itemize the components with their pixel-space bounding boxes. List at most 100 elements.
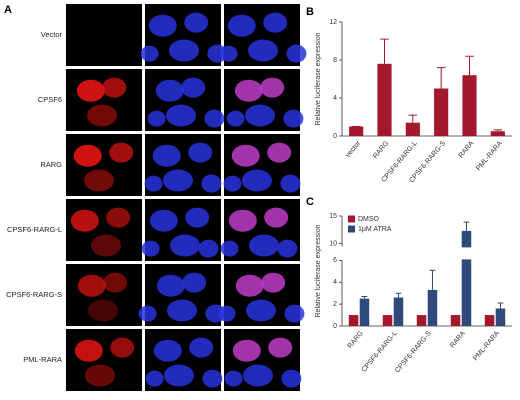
row-label: Vector [41,30,63,39]
nucleus [149,209,178,232]
nucleus [185,207,210,228]
y-tick-label: 4 [333,95,337,102]
nucleus [170,234,200,257]
y-tick-label: 6 [333,257,337,264]
nucleus [268,337,293,358]
nucleus [277,239,298,258]
nucleus [286,44,307,63]
nucleus [85,364,115,387]
nucleus [264,207,289,228]
bar [461,230,472,326]
nucleus [147,110,166,127]
y-tick-label: 12 [329,19,337,26]
nucleus [227,14,256,37]
nucleus [110,337,135,358]
nucleus [84,169,114,192]
nucleus [169,39,199,62]
nucleus [145,370,164,387]
nucleus [182,272,207,293]
y-tick-label: 4 [333,279,337,286]
bar [434,88,449,136]
nucleus [87,104,117,127]
legend-label: 1μM ATRA [358,226,392,233]
y-tick-label: 0 [333,133,337,140]
legend-swatch [348,215,355,223]
nucleus [201,174,222,193]
y-tick-label: 2 [333,301,337,308]
nucleus [103,272,128,293]
nucleus [109,142,134,163]
nucleus [267,142,292,163]
bar [382,315,393,326]
row-label: PML-RARA [23,355,62,364]
error-bar [361,295,368,299]
nucleus [181,77,206,98]
panel-label: A [4,4,12,16]
nucleus [234,79,263,102]
nucleus [184,12,209,33]
micrograph [66,4,142,66]
nucleus [141,240,160,257]
nucleus [189,337,214,358]
panel-label: C [306,196,314,208]
bar [359,298,370,326]
error-bar [497,302,504,309]
y-tick-label: 0 [333,323,337,330]
nucleus [223,175,242,192]
nucleus [220,240,239,257]
nucleus [166,104,196,127]
nucleus [73,144,102,167]
legend-swatch [348,225,355,233]
nucleus [76,79,105,102]
y-axis-label: Relative luciferase expression [315,32,322,125]
nucleus [231,144,260,167]
error-bar [408,114,418,123]
y-axis-label: Relative luciferase expression [315,224,322,317]
nucleus [153,339,182,362]
nucleus [232,339,261,362]
nucleus [152,144,181,167]
nucleus [249,234,279,257]
bar [462,75,477,136]
bar [490,131,505,136]
nucleus [198,239,219,258]
nucleus [226,110,245,127]
nucleus [202,369,223,388]
error-bar [395,292,402,298]
y-tick-label: 8 [333,57,337,64]
nucleus [242,169,272,192]
nucleus [246,299,276,322]
nucleus [235,274,264,297]
nucleus [283,109,304,128]
bar [427,289,438,326]
legend-label: DMSO [358,216,380,223]
bar [416,315,427,326]
nucleus [263,12,288,33]
nucleus [70,209,99,232]
nucleus [163,169,193,192]
error-bar [436,67,446,89]
bar [377,63,392,136]
nucleus [164,364,194,387]
row-label: CPSF6 [38,95,62,104]
nucleus [245,104,275,127]
error-bar [429,269,436,290]
nucleus [77,274,106,297]
row-label: CPSF6-RARG-S [6,290,62,299]
bar [393,297,404,326]
nucleus [280,174,301,193]
bar [348,315,359,326]
nucleus [219,45,238,62]
row-label: CPSF6-RARG-L [7,225,62,234]
nucleus [74,339,103,362]
bar [405,122,420,136]
nucleus [88,299,118,322]
nucleus [248,39,278,62]
nucleus [155,79,184,102]
nucleus [140,45,159,62]
bar [450,315,461,326]
y-tick-label: 10 [329,240,337,247]
nucleus [138,305,157,322]
nucleus [284,304,305,323]
